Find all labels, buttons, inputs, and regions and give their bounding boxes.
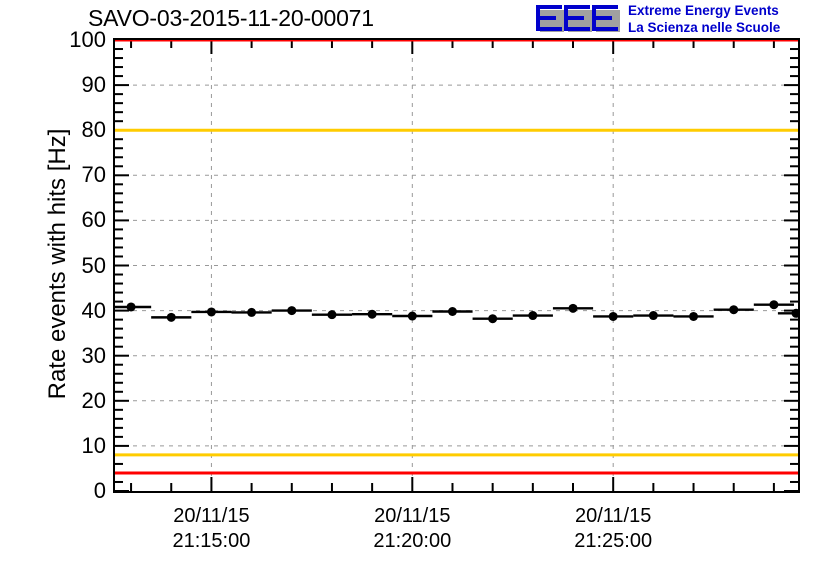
data-point <box>689 311 699 321</box>
x-axis-tick-date: 20/11/15 <box>374 505 451 527</box>
x-axis-tick-date: 20/11/15 <box>574 505 652 527</box>
data-point <box>608 311 618 321</box>
data-point <box>287 306 297 316</box>
x-axis-tick-date: 20/11/15 <box>173 505 250 527</box>
eee-logo-icon <box>536 5 620 32</box>
y-axis-tick-label: 50 <box>81 252 106 278</box>
data-point <box>488 314 498 324</box>
eee-logo-line2: La Scienza nelle Scuole <box>628 20 781 35</box>
data-point <box>769 300 779 310</box>
y-axis-tick-labels: 0 10 20 30 40 50 60 70 80 90 100 <box>40 0 106 572</box>
data-point <box>206 307 216 317</box>
data-point <box>327 310 337 320</box>
data-point <box>166 312 176 322</box>
x-axis-tick-time: 21:20:00 <box>373 530 452 552</box>
eee-logo-text: Extreme Energy Events La Scienza nelle S… <box>628 2 780 36</box>
data-point <box>447 307 457 317</box>
y-axis-tick-label: 30 <box>81 342 106 368</box>
plot-canvas <box>115 40 798 491</box>
x-axis-tick-label: 20/11/15 21:25:00 <box>574 504 652 554</box>
page-title: SAVO-03-2015-11-20-00071 <box>88 5 374 31</box>
data-series <box>115 300 794 324</box>
eee-logo: Extreme Energy Events La Scienza nelle S… <box>536 2 836 38</box>
y-axis-tick-label: 90 <box>81 72 106 98</box>
y-axis-tick-label: 60 <box>81 207 106 233</box>
y-axis-tick-label: 100 <box>69 27 106 52</box>
y-axis-tick-label: 20 <box>81 387 106 413</box>
y-axis-tick-label: 70 <box>81 162 106 188</box>
y-axis-tick-label: 10 <box>81 432 106 458</box>
data-point <box>648 311 658 321</box>
data-point <box>791 308 798 318</box>
y-axis-tick-label: 40 <box>81 297 106 323</box>
x-axis-tick-time: 21:15:00 <box>172 530 251 552</box>
data-point <box>367 309 377 319</box>
y-axis-tick-label: 80 <box>81 117 106 143</box>
data-point <box>407 311 417 321</box>
data-point <box>568 303 578 313</box>
x-axis-tick-label: 20/11/15 21:15:00 <box>172 504 250 554</box>
data-point <box>528 311 538 321</box>
x-axis-tick-label: 20/11/15 21:20:00 <box>373 504 451 554</box>
data-point <box>729 305 739 315</box>
data-point <box>247 307 257 317</box>
y-axis-tick-label: 0 <box>93 478 106 503</box>
plot-frame <box>113 38 800 493</box>
eee-logo-line1: Extreme Energy Events <box>628 3 779 18</box>
x-axis-tick-time: 21:25:00 <box>574 530 653 552</box>
data-point <box>126 302 136 312</box>
